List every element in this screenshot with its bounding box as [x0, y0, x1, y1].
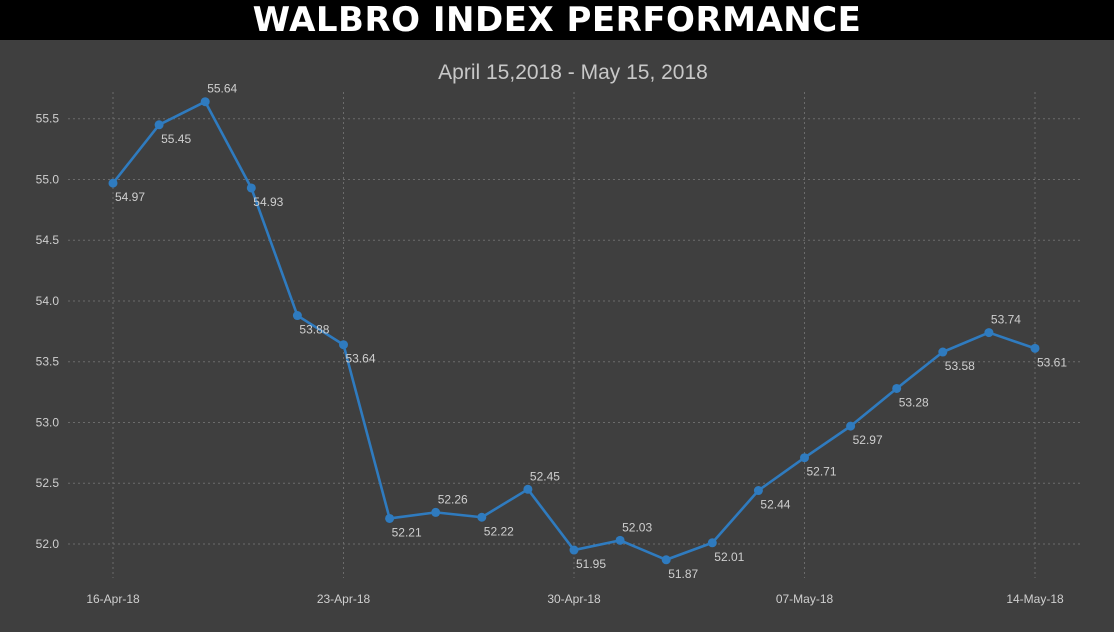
data-label: 52.22: [484, 524, 514, 538]
data-point: [477, 512, 487, 522]
data-label: 53.88: [299, 323, 329, 337]
data-point: [615, 535, 625, 545]
x-tick-label: 16-Apr-18: [86, 592, 140, 606]
y-tick-label: 52.5: [36, 476, 60, 490]
data-point: [938, 347, 948, 357]
data-label: 53.58: [945, 359, 975, 373]
data-point: [154, 120, 164, 130]
data-label: 52.97: [853, 433, 883, 447]
data-point: [292, 311, 302, 321]
data-label: 53.74: [991, 313, 1021, 327]
data-label: 55.45: [161, 132, 191, 146]
data-point: [523, 484, 533, 494]
data-label: 54.97: [115, 190, 145, 204]
x-tick-label: 14-May-18: [1006, 592, 1064, 606]
data-point: [1030, 343, 1040, 353]
data-labels: 54.97 55.45 55.64 54.93 53.88 53.64 52.21 52.26…: [115, 82, 1067, 581]
data-label: 52.03: [622, 520, 652, 534]
data-label: 55.64: [207, 82, 237, 96]
data-label: 51.95: [576, 557, 606, 571]
chart-subtitle: April 15,2018 - May 15, 2018: [438, 61, 708, 84]
axes: 52.0 52.5 53.0 53.5 54.0 54.5 55.0 55.5 16-Apr-1…: [36, 112, 1064, 606]
y-tick-label: 53.5: [36, 355, 60, 369]
data-point: [707, 538, 717, 548]
data-point: [800, 453, 809, 463]
data-point: [753, 486, 763, 496]
header-bar: WALBRO INDEX PERFORMANCE: [0, 0, 1114, 40]
data-label: 52.01: [714, 550, 744, 564]
data-point: [892, 383, 902, 393]
y-tick-label: 53.0: [36, 415, 60, 429]
data-label: 52.26: [438, 492, 468, 506]
data-point: [846, 421, 856, 431]
y-tick-label: 55.0: [36, 172, 60, 186]
data-label: 52.21: [392, 525, 422, 539]
data-label: 51.87: [668, 567, 698, 581]
y-tick-label: 54.0: [36, 294, 60, 308]
grid: [68, 92, 1080, 578]
x-tick-label: 30-Apr-18: [547, 592, 601, 606]
data-label: 52.44: [760, 498, 790, 512]
data-point: [385, 513, 395, 523]
data-point: [246, 183, 256, 193]
x-tick-label: 07-May-18: [776, 592, 834, 606]
data-label: 52.71: [807, 465, 837, 479]
y-tick-label: 54.5: [36, 233, 60, 247]
y-tick-label: 55.5: [36, 112, 60, 126]
line-chart: April 15,2018 - May 15, 2018 52.0 52.5 53.…: [36, 61, 1080, 606]
x-tick-label: 23-Apr-18: [317, 592, 371, 606]
data-point: [339, 340, 348, 350]
data-point: [569, 545, 579, 555]
data-label: 53.28: [899, 395, 929, 409]
series-group: [108, 97, 1040, 565]
data-label: 52.45: [530, 469, 560, 483]
data-label: 54.93: [253, 195, 283, 209]
data-point: [431, 507, 441, 517]
data-point: [984, 328, 994, 338]
data-point: [108, 178, 118, 188]
data-point: [661, 555, 671, 565]
data-point: [200, 97, 210, 107]
page-title: WALBRO INDEX PERFORMANCE: [252, 0, 862, 40]
data-label: 53.64: [346, 352, 376, 366]
y-tick-label: 52.0: [36, 537, 60, 551]
series-line: [111, 100, 1036, 562]
data-label: 53.61: [1037, 355, 1067, 369]
